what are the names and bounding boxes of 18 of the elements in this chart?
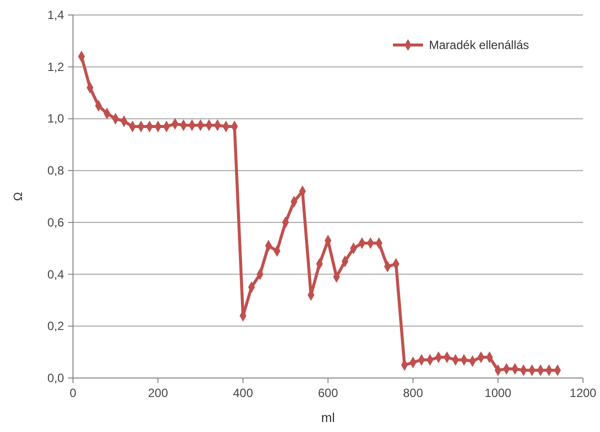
y-tick-label: 0,2 <box>47 319 64 334</box>
x-tick-label: 800 <box>402 386 424 400</box>
y-tick-label: 0,0 <box>47 371 64 385</box>
y-axis-title: Ω <box>11 192 25 201</box>
x-tick-label: 600 <box>318 386 338 400</box>
x-tick-label: 400 <box>232 386 254 400</box>
y-tick-label: 1,0 <box>47 112 64 126</box>
x-tick-label: 200 <box>148 386 168 400</box>
x-axis-title: ml <box>321 410 335 425</box>
legend-label: Maradék ellenállás <box>429 38 530 52</box>
x-tick-label: 0 <box>70 386 77 400</box>
y-tick-label: 1,4 <box>47 8 64 22</box>
x-tick-label: 1000 <box>484 386 512 400</box>
y-tick-label: 1,2 <box>47 60 64 74</box>
y-tick-label: 0,8 <box>47 164 64 178</box>
y-tick-label: 0,4 <box>47 267 64 282</box>
x-tick-label: 1200 <box>570 386 597 400</box>
y-tick-label: 0,6 <box>47 215 64 230</box>
